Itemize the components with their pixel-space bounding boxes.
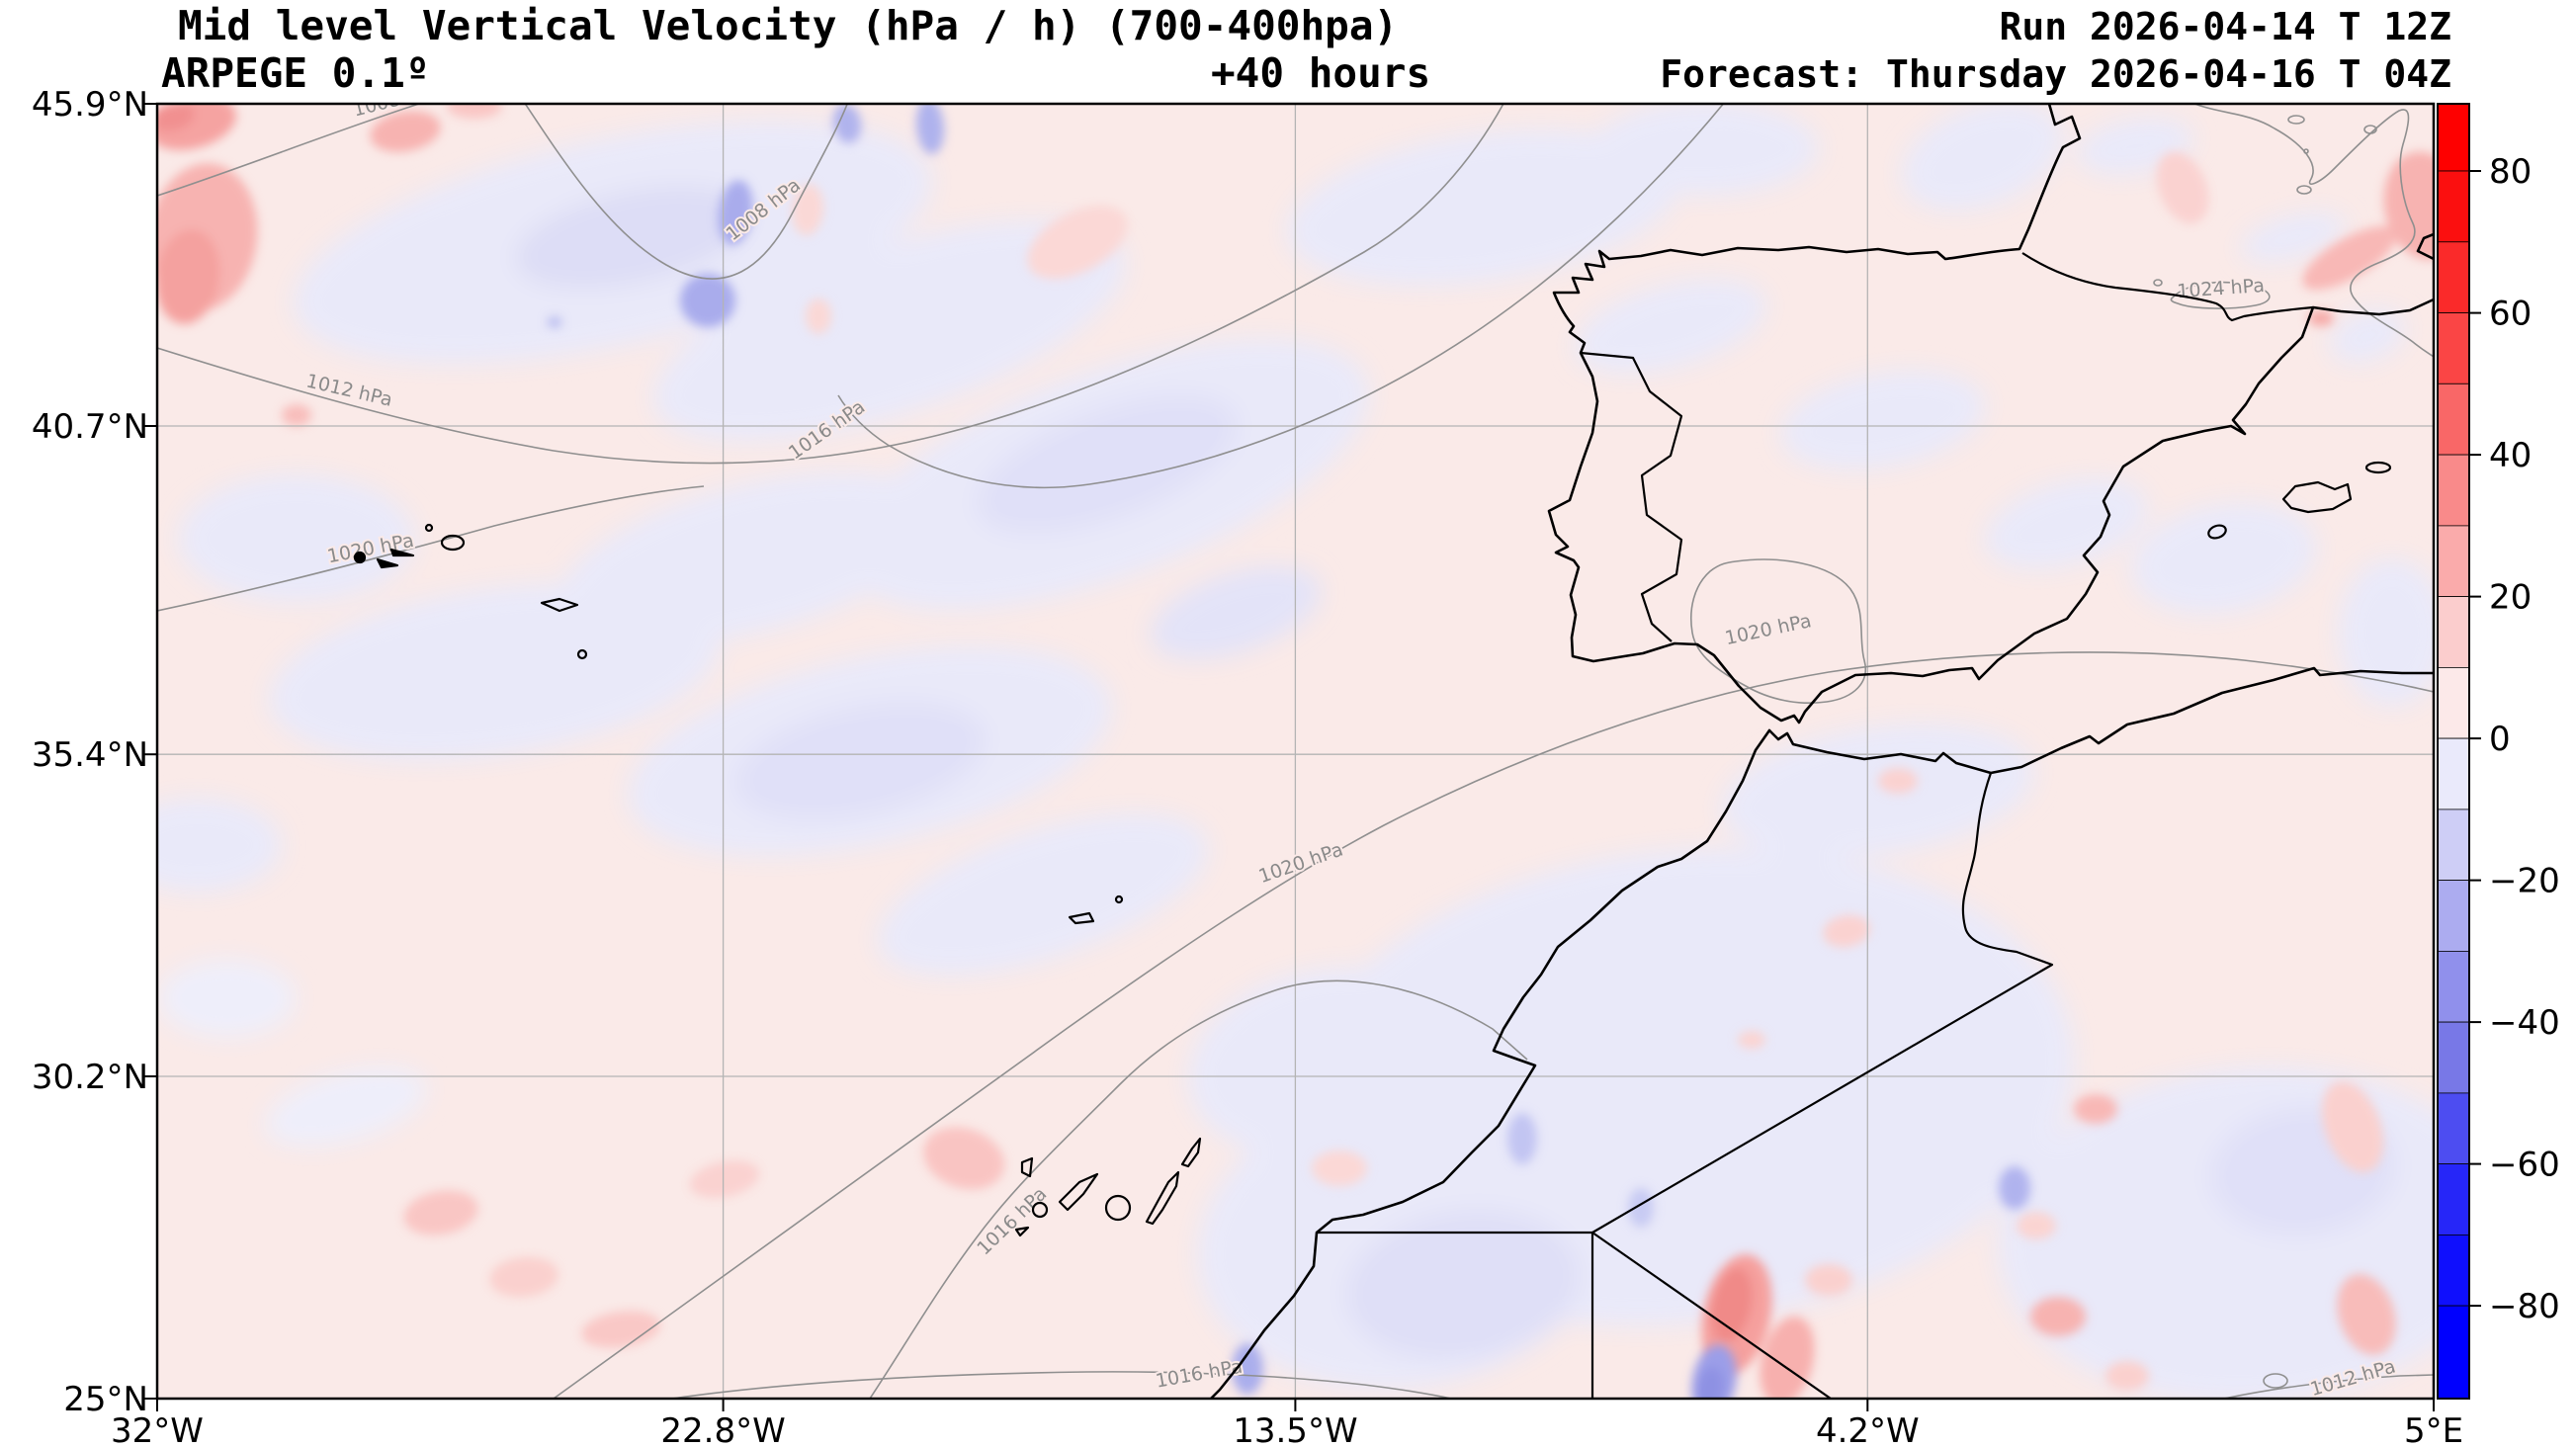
lat-lon-gridlines	[157, 104, 2434, 1399]
lat-tick-label: 45.9°N	[32, 85, 148, 125]
island-el-hierro	[1014, 1226, 1030, 1237]
border-portugal-spain	[1580, 351, 1683, 642]
pressure-isobars	[157, 104, 2434, 1399]
island-ibiza	[2207, 524, 2227, 540]
isobar-1016-bottom	[671, 1371, 1452, 1399]
colorbar-outline	[2437, 103, 2470, 1400]
island-faial	[353, 551, 367, 564]
isobar-1012	[157, 104, 1504, 465]
island-porto-santo	[1114, 894, 1124, 904]
island-graciosa	[424, 523, 434, 533]
lon-tick-label: 22.8°W	[660, 1411, 785, 1448]
isobar-1012-bottom-right	[2223, 1374, 2434, 1399]
border-morocco-algeria	[1591, 772, 2054, 1234]
island-tenerife	[1058, 1172, 1099, 1212]
island-mallorca	[2281, 480, 2353, 514]
island-fuerteventura	[1145, 1170, 1180, 1226]
island-sao-miguel	[540, 597, 579, 613]
axis-ticks	[144, 103, 2435, 1411]
isobar-1020-iberia-loop	[1690, 558, 1866, 705]
island-sao-jorge	[389, 548, 415, 557]
colorbar-tick-label: −20	[2489, 862, 2560, 901]
figure-title: Mid level Vertical Velocity (hPa / h) (7…	[178, 2, 1398, 49]
isobar-1020-azores	[157, 485, 705, 612]
colorbar-tick-label: 20	[2489, 578, 2532, 618]
model-label: ARPEGE 0.1º	[161, 49, 430, 97]
island-terceira	[440, 534, 466, 552]
island-santa-maria	[576, 648, 588, 660]
island-lanzarote	[1180, 1137, 1202, 1168]
isobar-1008-b	[524, 104, 849, 280]
isobar-1024-pyrenees-loop	[2170, 281, 2271, 309]
island-menorca	[2364, 461, 2392, 474]
coast-africa-atlantic	[1209, 728, 1771, 1399]
lat-tick-label: 30.2°N	[32, 1058, 148, 1097]
colorbar-tick-label: 60	[2489, 295, 2532, 334]
colorbar-ticks	[2469, 170, 2481, 1308]
run-label: Run 2026-04-14 T 12Z	[1999, 5, 2451, 48]
lon-tick-label: 5°E	[2404, 1411, 2463, 1448]
isobar-1016-canaries	[869, 980, 1528, 1399]
lon-tick-label: 13.5°W	[1233, 1411, 1357, 1448]
vertical-velocity-field	[157, 104, 2434, 1399]
island-pico	[376, 557, 399, 569]
border-pyrenees	[2021, 252, 2314, 322]
island-la-palma	[1020, 1156, 1034, 1178]
colorbar-tick-label: −60	[2489, 1146, 2560, 1185]
islands	[353, 461, 2392, 1237]
lat-tick-label: 25°N	[63, 1380, 148, 1419]
lead-time-label: +40 hours	[1211, 49, 1430, 97]
lat-tick-label: 35.4°N	[32, 735, 148, 775]
colorbar-tick-label: 40	[2489, 436, 2532, 475]
colorbar-tick-label: −80	[2489, 1287, 2560, 1326]
lon-axis-labels: 32°W 22.8°W 13.5°W 4.2°W 5°E	[111, 1411, 2463, 1448]
colorbar-tick-label: 80	[2489, 152, 2532, 192]
coast-africa-mediterranean	[1767, 666, 2434, 775]
colorbar-tick-label: 0	[2489, 720, 2511, 759]
lon-tick-label: 32°W	[111, 1411, 204, 1448]
border-western-sahara	[1317, 1231, 1832, 1399]
island-madeira	[1068, 911, 1095, 925]
colorbar-tick-labels: 80 60 40 20 0 −20 −40 −60 −80	[2489, 152, 2560, 1326]
isobar-1008-a	[157, 104, 422, 197]
isobar-1020-atlantic	[553, 651, 2434, 1399]
colorbar-tick-label: −40	[2489, 1003, 2560, 1043]
isobar-1016	[837, 104, 1725, 489]
island-gran-canaria	[1104, 1194, 1132, 1222]
colorbar: 80 60 40 20 0 −20 −40 −60 −80	[2437, 103, 2560, 1400]
island-la-gomera	[1031, 1201, 1049, 1219]
forecast-valid-label: Forecast: Thursday 2026-04-16 T 04Z	[1660, 52, 2451, 96]
country-borders	[1317, 252, 2314, 1399]
lat-axis-labels: 45.9°N 40.7°N 35.4°N 30.2°N 25°N	[32, 85, 148, 1419]
lat-tick-label: 40.7°N	[32, 407, 148, 447]
coast-marseille-edge	[2416, 232, 2434, 261]
lon-tick-label: 4.2°W	[1816, 1411, 1920, 1448]
